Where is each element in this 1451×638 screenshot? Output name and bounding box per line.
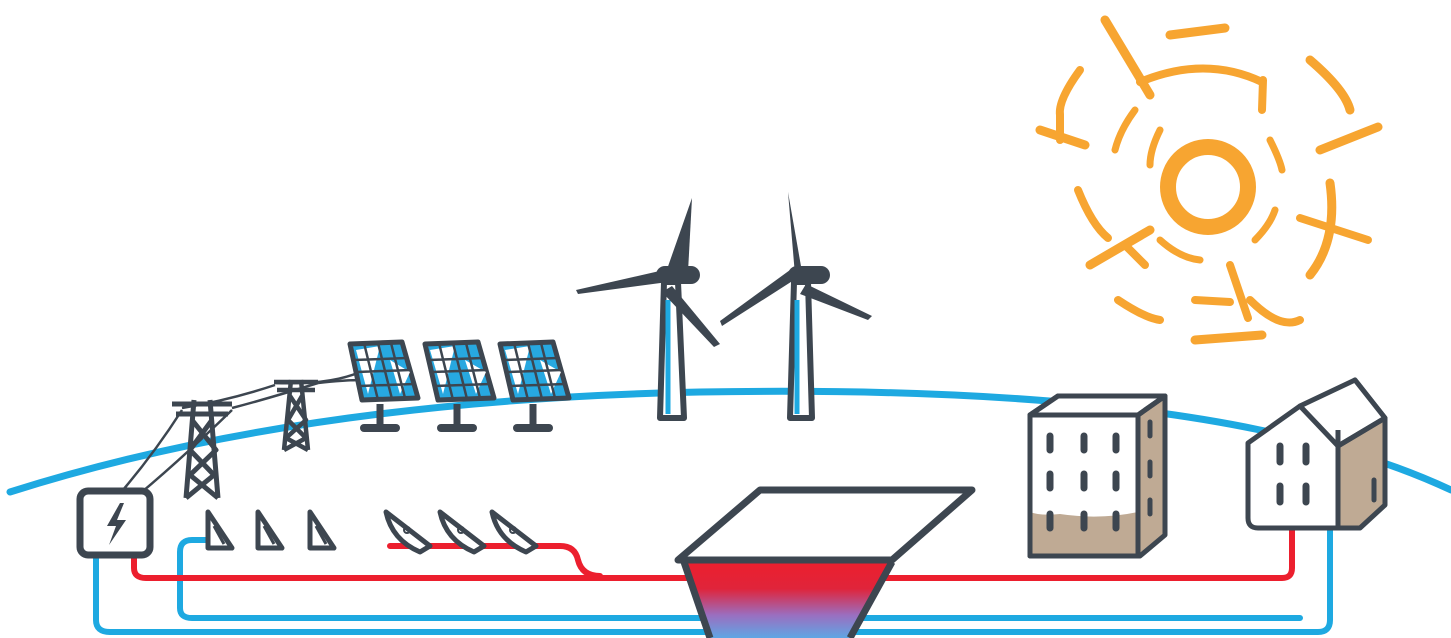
- wind-turbine-icon: [576, 198, 720, 421]
- wind-turbine-icon: [720, 192, 872, 421]
- parabolic-dish-icon: [383, 509, 539, 555]
- thermal-storage-pit-icon: [674, 486, 976, 638]
- solar-panel-icon: [422, 339, 497, 432]
- transmission-tower-icon: [274, 379, 318, 452]
- solar-panel-icon: [497, 339, 572, 432]
- sun-icon: [1035, 15, 1383, 345]
- apartment-building-icon: [1027, 393, 1168, 559]
- solar-thermal-collector-icon: [205, 509, 337, 551]
- solar-panel-icon: [347, 339, 421, 432]
- house-icon: [1245, 377, 1388, 531]
- lightning-bolt-icon: [76, 487, 154, 559]
- transmission-tower-icon: [172, 399, 232, 500]
